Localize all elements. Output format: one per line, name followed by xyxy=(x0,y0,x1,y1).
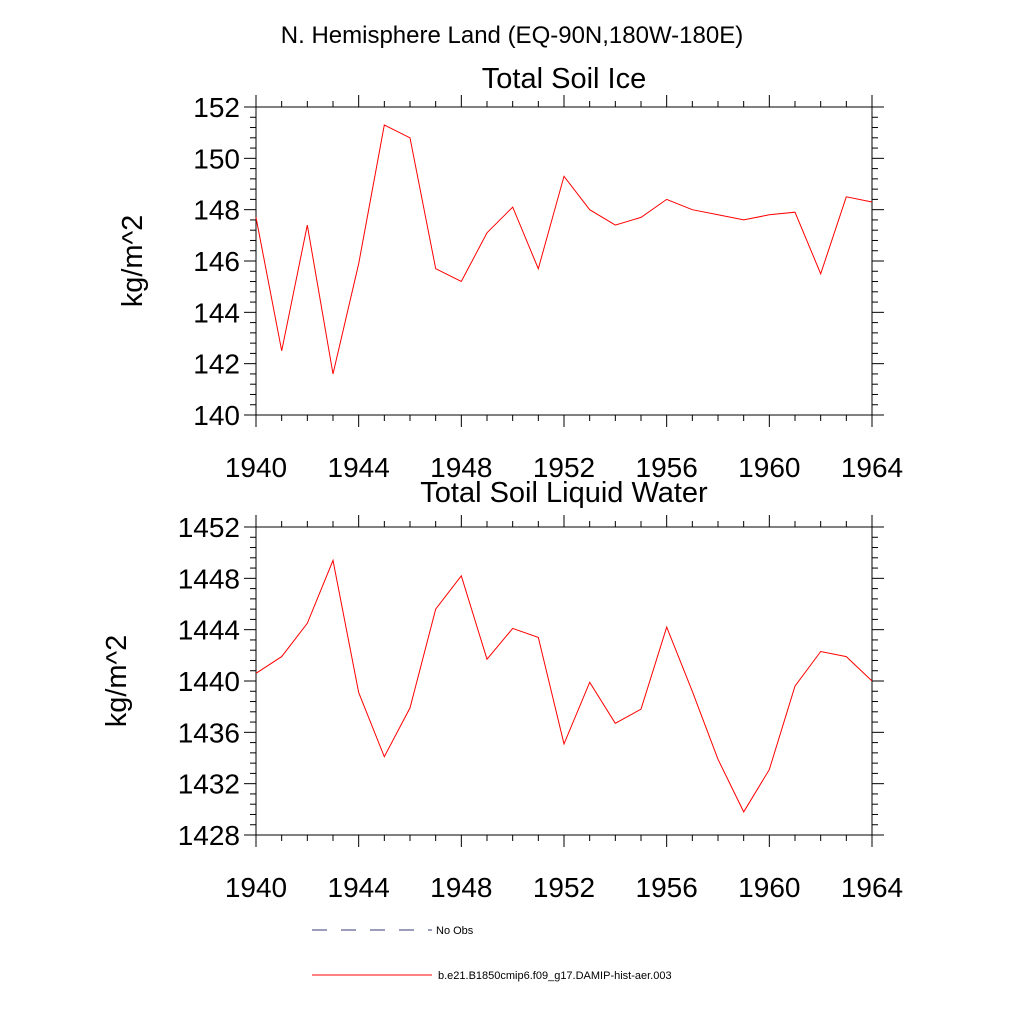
y-axis-label: kg/m^2 xyxy=(101,635,133,728)
y-tick-label: 150 xyxy=(193,143,240,174)
x-tick-label: 1952 xyxy=(533,872,595,903)
legend-label-model-run: b.e21.B1850cmip6.f09_g17.DAMIP-hist-aer.… xyxy=(438,970,672,982)
y-tick-label: 1440 xyxy=(178,666,240,697)
x-tick-label: 1960 xyxy=(738,452,800,483)
plot-frame xyxy=(255,526,873,836)
x-tick-label: 1948 xyxy=(430,452,492,483)
series-line xyxy=(255,124,873,375)
y-tick-label: 148 xyxy=(193,195,240,226)
x-tick-label: 1944 xyxy=(328,452,390,483)
y-tick-label: 1448 xyxy=(178,563,240,594)
y-tick-label: 1432 xyxy=(178,769,240,800)
chart-panel-total-soil-ice: Total Soil Ice kg/m^2 1940 1944 1948 1952 1956… xyxy=(117,63,903,483)
x-tick-label: 1940 xyxy=(225,872,287,903)
chart-panel-total-soil-liquid-water: Total Soil Liquid Water kg/m^2 1940 1944 194… xyxy=(101,477,903,903)
y-tick-label: 1452 xyxy=(178,512,240,543)
y-axis-label: kg/m^2 xyxy=(117,215,149,308)
y-tick-label: 152 xyxy=(193,92,240,123)
chart-title: Total Soil Liquid Water xyxy=(420,477,708,509)
y-tick-label: 142 xyxy=(193,349,240,380)
y-tick-label: 1436 xyxy=(178,717,240,748)
y-tick-label: 146 xyxy=(193,246,240,277)
chart-title: Total Soil Ice xyxy=(482,63,646,95)
legend: No Obs b.e21.B1850cmip6.f09_g17.DAMIP-hi… xyxy=(312,925,672,982)
x-tick-label: 1948 xyxy=(430,872,492,903)
series-line xyxy=(255,558,873,813)
x-tick-label: 1952 xyxy=(533,452,595,483)
x-tick-label: 1940 xyxy=(225,452,287,483)
x-tick-label: 1964 xyxy=(841,452,903,483)
x-tick-label: 1964 xyxy=(841,872,903,903)
y-tick-label: 1428 xyxy=(178,820,240,851)
y-tick-label: 140 xyxy=(193,400,240,431)
x-tick-label: 1944 xyxy=(328,872,390,903)
x-tick-label: 1960 xyxy=(738,872,800,903)
y-tick-label: 1444 xyxy=(178,615,240,646)
x-tick-label: 1956 xyxy=(636,872,698,903)
y-tick-label: 144 xyxy=(193,297,240,328)
figure-supertitle: N. Hemisphere Land (EQ-90N,180W-180E) xyxy=(281,22,743,49)
legend-label-no-obs: No Obs xyxy=(436,925,474,937)
x-tick-label: 1956 xyxy=(636,452,698,483)
plot-frame xyxy=(255,106,873,416)
legend-item-model-run: b.e21.B1850cmip6.f09_g17.DAMIP-hist-aer.… xyxy=(312,970,672,982)
legend-item-no-obs: No Obs xyxy=(312,925,474,937)
